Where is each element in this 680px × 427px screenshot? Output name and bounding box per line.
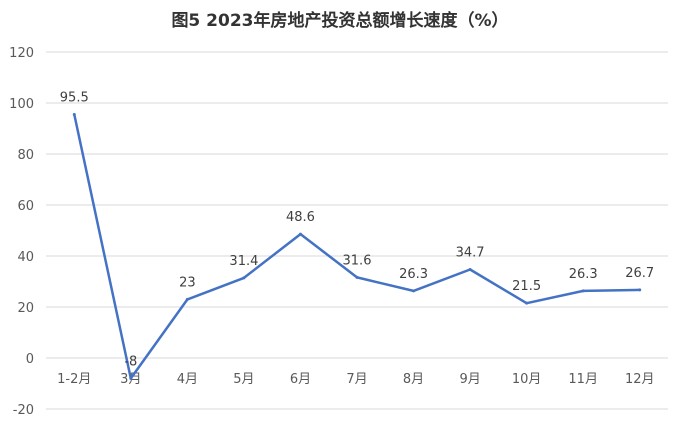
x-tick-label: 5月 bbox=[233, 372, 254, 387]
data-label: 26.3 bbox=[569, 267, 598, 282]
data-label: 31.4 bbox=[229, 254, 258, 269]
data-point bbox=[525, 301, 529, 305]
y-tick-label: 80 bbox=[17, 148, 34, 163]
y-tick-label: 0 bbox=[26, 352, 34, 367]
y-axis-ticks: -20 0 20 40 60 80 100 120 bbox=[9, 46, 34, 418]
x-tick-label: 10月 bbox=[512, 372, 542, 387]
data-label: 21.5 bbox=[512, 279, 541, 294]
x-tick-label: 1-2月 bbox=[57, 372, 91, 387]
x-tick-label: 4月 bbox=[177, 372, 198, 387]
data-point bbox=[581, 289, 585, 293]
y-tick-label: 20 bbox=[17, 301, 34, 316]
chart-title: 图5 2023年房地产投资总额增长速度（%） bbox=[171, 11, 509, 31]
y-tick-label: 120 bbox=[9, 46, 34, 61]
x-axis-ticks: 1-2月3月4月5月6月7月8月9月10月11月12月 bbox=[57, 372, 654, 387]
y-tick-label: 100 bbox=[9, 97, 34, 112]
data-point bbox=[355, 275, 359, 279]
data-point bbox=[298, 232, 302, 236]
data-point bbox=[185, 297, 189, 301]
data-label: -8 bbox=[124, 354, 137, 369]
data-label: 26.7 bbox=[625, 266, 654, 281]
data-point bbox=[242, 276, 246, 280]
x-tick-label: 8月 bbox=[403, 372, 424, 387]
data-label: 48.6 bbox=[286, 210, 315, 225]
x-tick-label: 6月 bbox=[290, 372, 311, 387]
data-point bbox=[72, 112, 76, 116]
y-tick-label: -20 bbox=[13, 403, 34, 418]
data-point bbox=[412, 289, 416, 293]
data-point bbox=[468, 268, 472, 272]
x-tick-label: 7月 bbox=[346, 372, 367, 387]
gridlines bbox=[46, 51, 668, 410]
x-tick-label: 9月 bbox=[459, 372, 480, 387]
x-tick-label: 12月 bbox=[625, 372, 655, 387]
data-point bbox=[129, 376, 133, 380]
y-tick-label: 40 bbox=[17, 250, 34, 265]
x-tick-label: 11月 bbox=[568, 372, 598, 387]
data-label: 26.3 bbox=[399, 267, 428, 282]
data-label: 95.5 bbox=[60, 90, 89, 105]
series-layer bbox=[72, 112, 642, 380]
y-tick-label: 60 bbox=[17, 199, 34, 214]
data-point bbox=[638, 288, 642, 292]
data-label: 23 bbox=[179, 275, 196, 290]
data-label: 34.7 bbox=[456, 246, 485, 261]
data-labels: 95.5 -8 23 31.4 48.6 31.6 26.3 34.7 21.5 26.3 26.7 bbox=[60, 90, 654, 369]
data-label: 31.6 bbox=[343, 253, 372, 268]
